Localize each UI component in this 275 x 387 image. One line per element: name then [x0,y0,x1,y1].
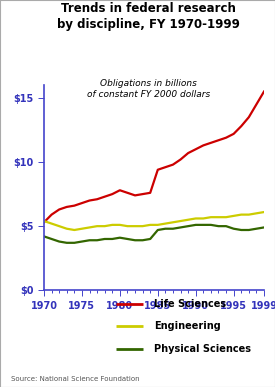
Text: Life Sciences: Life Sciences [154,299,226,309]
Text: Source: National Science Foundation: Source: National Science Foundation [11,376,140,382]
Text: Engineering: Engineering [154,321,221,331]
Text: Obligations in billions
of constant FY 2000 dollars: Obligations in billions of constant FY 2… [87,79,210,99]
Text: Trends in federal research
by discipline, FY 1970-1999: Trends in federal research by discipline… [57,2,240,31]
Text: Physical Sciences: Physical Sciences [154,344,251,354]
